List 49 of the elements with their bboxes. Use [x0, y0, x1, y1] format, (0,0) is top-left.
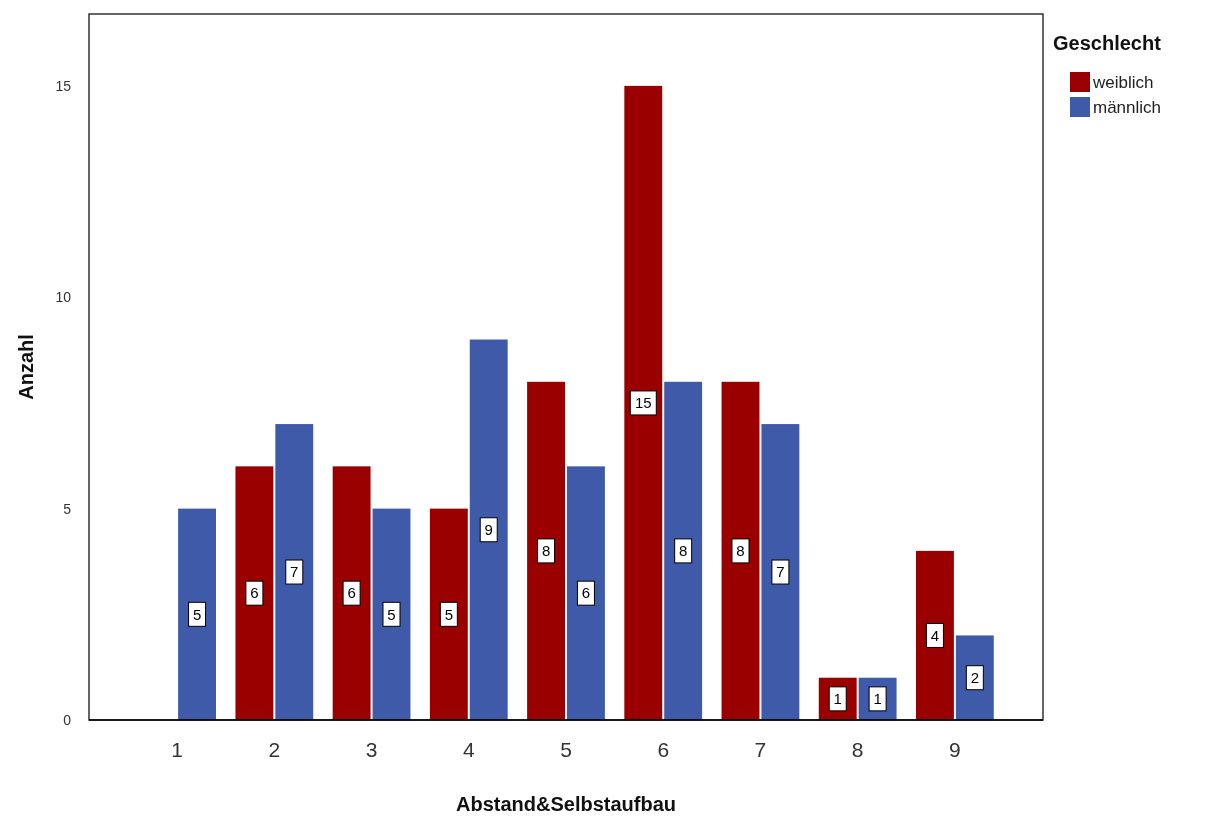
data-label: 5	[444, 605, 454, 623]
x-tick-label: 8	[851, 738, 864, 761]
x-tick-label: 1	[171, 738, 183, 761]
x-tick-label: 5	[560, 738, 572, 761]
bar	[567, 466, 605, 720]
data-label: 1	[833, 690, 842, 708]
bar	[761, 424, 800, 720]
legend-label: männlich	[1093, 97, 1162, 117]
data-label: 6	[581, 584, 591, 602]
bar	[721, 381, 760, 720]
bar	[235, 466, 274, 720]
data-label: 8	[541, 542, 551, 560]
y-axis-title: Anzahl	[15, 334, 37, 400]
bar	[624, 85, 663, 720]
data-label: 2	[970, 668, 979, 686]
data-label: 6	[250, 584, 259, 602]
bar	[916, 550, 954, 720]
data-label: 8	[736, 542, 745, 560]
legend-label: weiblich	[1092, 72, 1154, 92]
x-tick-label: 3	[365, 738, 378, 761]
x-tick-label: 2	[268, 738, 281, 761]
x-tick-label: 9	[949, 738, 961, 761]
bar	[178, 508, 216, 720]
y-tick-label: 0	[63, 711, 72, 728]
bar	[332, 466, 371, 720]
y-tick-label: 5	[63, 500, 72, 517]
bar	[372, 508, 411, 720]
bar	[664, 381, 703, 720]
legend-title: Geschlecht	[1053, 32, 1162, 54]
data-label: 15	[634, 394, 652, 412]
y-tick-label: 10	[55, 289, 72, 306]
bar	[527, 381, 565, 720]
data-label: 8	[678, 542, 688, 560]
data-label: 4	[930, 626, 940, 644]
data-label: 5	[192, 605, 202, 623]
bar	[429, 508, 468, 720]
data-label: 7	[776, 563, 785, 581]
x-axis-title: Abstand&Selbstaufbau	[455, 793, 677, 815]
data-label: 6	[347, 584, 356, 602]
x-tick-label: 4	[462, 738, 475, 761]
y-tick-label: 15	[55, 77, 72, 94]
data-label: 7	[290, 563, 299, 581]
data-label: 1	[873, 690, 882, 708]
data-label: 9	[484, 521, 493, 539]
data-label: 5	[387, 605, 396, 623]
bar	[469, 339, 508, 720]
x-tick-label: 6	[657, 738, 670, 761]
bar	[275, 424, 314, 720]
x-tick-label: 7	[754, 738, 767, 761]
